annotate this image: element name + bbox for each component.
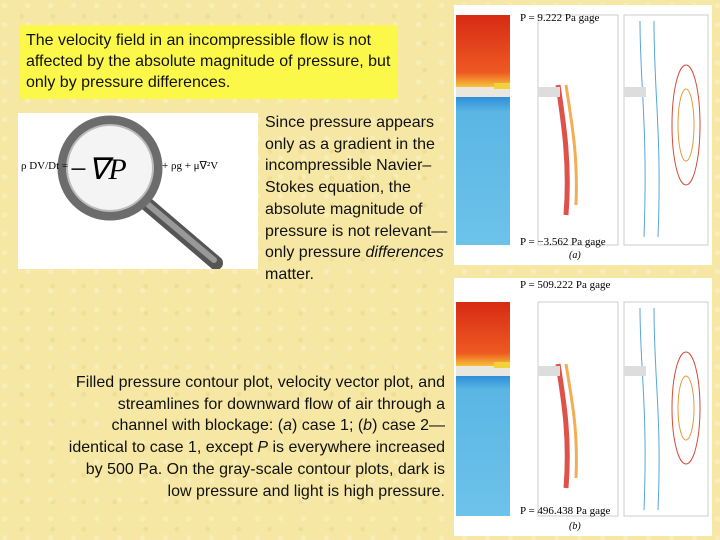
figure-b-top-pressure-label: P = 509.222 Pa gage [520, 279, 611, 291]
magnifier-equation-image: ρ DV/Dt = −∇P + ρg + μ∇²V [18, 113, 258, 270]
flow-figure-b: P = 509.222 Pa gage P = 496.438 Pa gage … [454, 278, 712, 536]
magnifying-glass-icon: ρ DV/Dt = −∇P + ρg + μ∇²V [21, 115, 223, 270]
caption-b: b [363, 417, 373, 435]
callout-text: The velocity field in an incompressible … [26, 32, 391, 91]
figure-b-tag: (b) [569, 521, 581, 532]
caption-text-3: ) case 2—identical to case 1, except [68, 417, 445, 457]
side-text-part2: matter. [265, 265, 314, 283]
figure-caption: Filled pressure contour plot, velocity v… [68, 372, 445, 502]
side-explanation: Since pressure appears only as a gradien… [265, 112, 450, 286]
figure-a-bottom-pressure-label: P = −3.562 Pa gage [520, 236, 606, 248]
equation-rhs: + ρg + μ∇²V [162, 160, 218, 172]
side-text-emphasis: differences [365, 244, 444, 262]
equation-lhs: ρ DV/Dt = [21, 160, 68, 172]
side-text-part1: Since pressure appears only as a gradien… [265, 114, 448, 262]
figure-a-tag: (a) [569, 250, 581, 261]
flow-figure-a: P = 9.222 Pa gage P = −3.562 Pa gage (a) [454, 5, 712, 265]
caption-a: a [283, 417, 293, 435]
figure-b-bottom-pressure-label: P = 496.438 Pa gage [520, 505, 611, 517]
equation-grad-p: −∇P [68, 153, 127, 186]
caption-text-2: ) case 1; ( [292, 417, 364, 435]
figure-a-top-pressure-label: P = 9.222 Pa gage [520, 12, 600, 24]
caption-text-4: is everywhere increased by 500 Pa. On th… [85, 439, 445, 500]
caption-p: P [257, 439, 269, 457]
caption-text-1: Filled pressure contour plot, velocity v… [75, 374, 445, 435]
callout-box: The velocity field in an incompressible … [20, 25, 398, 99]
